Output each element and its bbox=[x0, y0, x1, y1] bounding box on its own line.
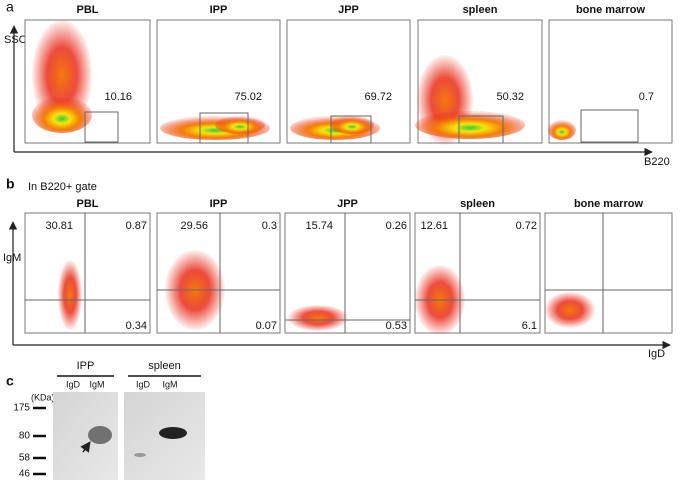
panel-label: c bbox=[6, 373, 14, 389]
marker-label: 80 bbox=[19, 431, 31, 442]
blot-title: IPP bbox=[77, 360, 95, 372]
quadrant-value: 0.26 bbox=[386, 220, 407, 232]
cell-density bbox=[330, 116, 374, 134]
gate-value: 50.32 bbox=[496, 91, 524, 103]
plot-title: PBL bbox=[77, 4, 99, 16]
cell-density bbox=[545, 292, 595, 328]
axis-label: IgD bbox=[648, 348, 665, 360]
gate-value: 75.02 bbox=[234, 91, 262, 103]
band bbox=[134, 453, 146, 457]
quadrant-value: 12.61 bbox=[420, 220, 448, 232]
axis-label: IgM bbox=[3, 252, 21, 264]
panel-label: a bbox=[6, 0, 14, 15]
panel-label: b bbox=[6, 176, 15, 192]
cell-density bbox=[58, 260, 82, 330]
gate bbox=[330, 115, 372, 144]
lane-label: IgD bbox=[66, 379, 81, 389]
plot-title: IPP bbox=[210, 4, 228, 16]
plot-title: PBL bbox=[77, 198, 99, 210]
plot-title: spleen bbox=[460, 198, 495, 210]
quadrant-value: 0.07 bbox=[256, 320, 277, 332]
plot-frame bbox=[24, 212, 151, 334]
gate-value: 69.72 bbox=[364, 91, 392, 103]
cell-density bbox=[548, 120, 576, 140]
quadrant-value: 6.1 bbox=[522, 320, 537, 332]
quadrant-value: 15.74 bbox=[305, 220, 333, 232]
quadrant-value: 30.81 bbox=[45, 220, 73, 232]
arrow bbox=[80, 441, 91, 453]
cell-density bbox=[215, 116, 265, 134]
cell-density bbox=[415, 111, 525, 139]
quadrant-value: 29.56 bbox=[180, 220, 208, 232]
lane-label: IgM bbox=[89, 379, 104, 389]
plot-title: JPP bbox=[337, 198, 358, 210]
quadrant-value: 0.34 bbox=[126, 320, 147, 332]
gate bbox=[84, 111, 119, 143]
plot-title: bone marrow bbox=[576, 4, 646, 16]
axis-label: B220 bbox=[644, 156, 670, 168]
cell-density bbox=[288, 305, 348, 331]
marker-label: 58 bbox=[19, 453, 31, 464]
gate bbox=[580, 109, 639, 143]
unit-label: (KDa) bbox=[31, 392, 55, 402]
marker-label: 175 bbox=[13, 403, 30, 414]
lane-label: IgM bbox=[162, 379, 177, 389]
plot-title: IPP bbox=[210, 198, 228, 210]
lane-label: IgD bbox=[136, 379, 151, 389]
plot-title: spleen bbox=[463, 4, 498, 16]
quadrant-value: 0.53 bbox=[386, 320, 407, 332]
blot-title: spleen bbox=[148, 360, 180, 372]
gate-value: 0.7 bbox=[639, 91, 654, 103]
quadrant-value: 0.3 bbox=[262, 220, 277, 232]
quadrant-value: 0.72 bbox=[516, 220, 537, 232]
subtitle: In B220+ gate bbox=[28, 181, 97, 193]
plot-title: JPP bbox=[338, 4, 359, 16]
marker-label: 46 bbox=[19, 469, 31, 480]
axis-label: SSC bbox=[4, 34, 27, 46]
gate-value: 10.16 bbox=[104, 91, 132, 103]
plot-title: bone marrow bbox=[574, 198, 644, 210]
band bbox=[88, 426, 112, 444]
band bbox=[159, 427, 187, 439]
quadrant-value: 0.87 bbox=[126, 220, 147, 232]
cell-density bbox=[32, 97, 92, 133]
gate bbox=[458, 115, 504, 144]
gate bbox=[199, 112, 249, 144]
